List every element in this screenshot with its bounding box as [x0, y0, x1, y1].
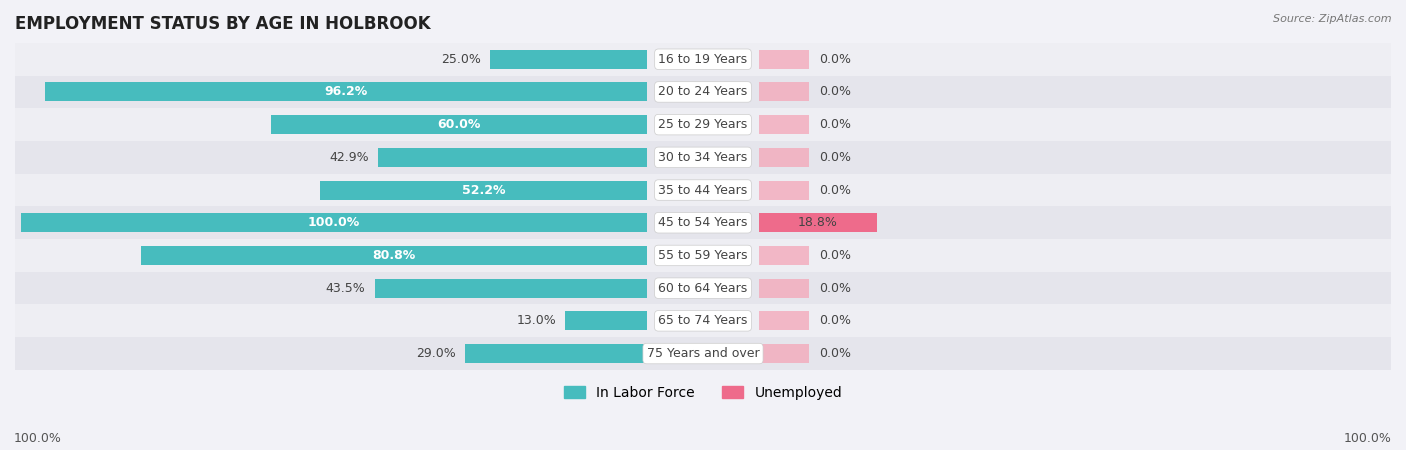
Text: 0.0%: 0.0% — [818, 151, 851, 164]
Text: 96.2%: 96.2% — [325, 86, 367, 99]
Bar — [271, 115, 647, 134]
Text: 0.0%: 0.0% — [818, 347, 851, 360]
Text: 100.0%: 100.0% — [308, 216, 360, 229]
Text: 0.0%: 0.0% — [818, 249, 851, 262]
Text: 100.0%: 100.0% — [14, 432, 62, 446]
Text: 45 to 54 Years: 45 to 54 Years — [658, 216, 748, 229]
Text: 100.0%: 100.0% — [1344, 432, 1392, 446]
Bar — [15, 272, 1391, 305]
Text: 18.8%: 18.8% — [799, 216, 838, 229]
Text: 0.0%: 0.0% — [818, 282, 851, 295]
Text: 60 to 64 Years: 60 to 64 Years — [658, 282, 748, 295]
Bar — [759, 50, 810, 69]
Bar — [465, 344, 647, 363]
Bar — [759, 115, 810, 134]
Text: 65 to 74 Years: 65 to 74 Years — [658, 315, 748, 327]
Text: 80.8%: 80.8% — [373, 249, 416, 262]
Text: 0.0%: 0.0% — [818, 315, 851, 327]
Bar — [759, 213, 877, 232]
Bar — [45, 82, 647, 101]
Bar — [15, 337, 1391, 370]
Text: 30 to 34 Years: 30 to 34 Years — [658, 151, 748, 164]
Text: EMPLOYMENT STATUS BY AGE IN HOLBROOK: EMPLOYMENT STATUS BY AGE IN HOLBROOK — [15, 15, 430, 33]
Text: 60.0%: 60.0% — [437, 118, 481, 131]
Text: 29.0%: 29.0% — [416, 347, 456, 360]
Bar — [374, 279, 647, 297]
Bar — [15, 239, 1391, 272]
Bar — [759, 148, 810, 167]
Bar — [15, 141, 1391, 174]
Bar — [142, 246, 647, 265]
Text: 13.0%: 13.0% — [516, 315, 555, 327]
Text: 0.0%: 0.0% — [818, 86, 851, 99]
Text: Source: ZipAtlas.com: Source: ZipAtlas.com — [1274, 14, 1392, 23]
Text: 75 Years and over: 75 Years and over — [647, 347, 759, 360]
Text: 42.9%: 42.9% — [329, 151, 368, 164]
Bar — [15, 108, 1391, 141]
Text: 43.5%: 43.5% — [326, 282, 366, 295]
Bar — [759, 344, 810, 363]
Bar — [759, 180, 810, 199]
Legend: In Labor Force, Unemployed: In Labor Force, Unemployed — [558, 380, 848, 405]
Bar — [21, 213, 647, 232]
Bar — [15, 174, 1391, 207]
Bar — [759, 311, 810, 330]
Bar — [759, 246, 810, 265]
Bar — [759, 279, 810, 297]
Bar — [321, 180, 647, 199]
Text: 0.0%: 0.0% — [818, 53, 851, 66]
Bar — [15, 305, 1391, 337]
Text: 20 to 24 Years: 20 to 24 Years — [658, 86, 748, 99]
Bar — [759, 82, 810, 101]
Bar — [378, 148, 647, 167]
Bar — [15, 43, 1391, 76]
Text: 25 to 29 Years: 25 to 29 Years — [658, 118, 748, 131]
Text: 52.2%: 52.2% — [461, 184, 505, 197]
Bar — [15, 76, 1391, 108]
Bar — [491, 50, 647, 69]
Text: 25.0%: 25.0% — [441, 53, 481, 66]
Bar — [15, 207, 1391, 239]
Text: 0.0%: 0.0% — [818, 184, 851, 197]
Text: 16 to 19 Years: 16 to 19 Years — [658, 53, 748, 66]
Bar — [565, 311, 647, 330]
Text: 35 to 44 Years: 35 to 44 Years — [658, 184, 748, 197]
Text: 0.0%: 0.0% — [818, 118, 851, 131]
Text: 55 to 59 Years: 55 to 59 Years — [658, 249, 748, 262]
